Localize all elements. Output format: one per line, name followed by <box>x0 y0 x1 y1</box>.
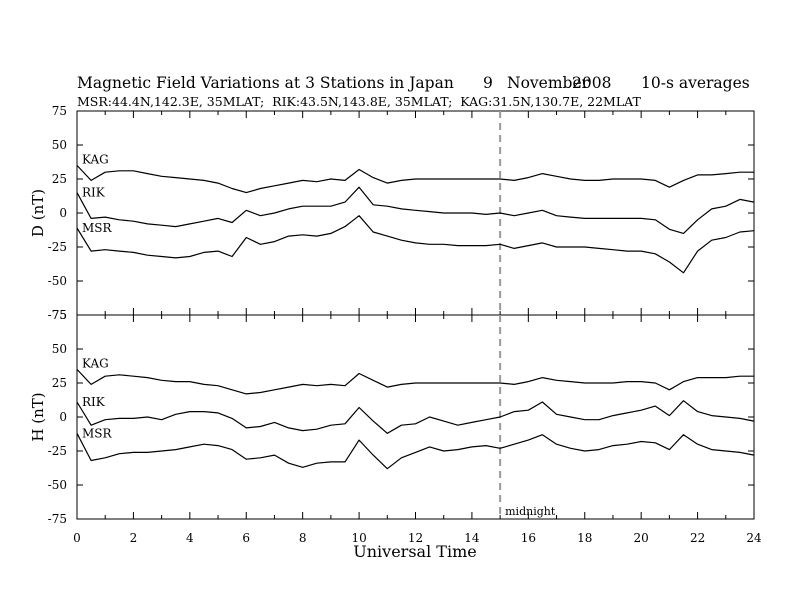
xtick-label: 2 <box>130 531 138 545</box>
d-ylabel: D (nT) <box>29 189 47 237</box>
chart-title: Magnetic Field Variations at 3 Stations … <box>77 74 454 92</box>
x-axis-title: Universal Time <box>353 542 476 561</box>
h-ytick-label: 25 <box>52 376 67 390</box>
xtick-label: 20 <box>634 531 649 545</box>
h-ytick-label: -50 <box>48 478 67 492</box>
d-ytick-label: -75 <box>48 308 67 322</box>
h-series-rik <box>76 400 755 434</box>
xtick-label: 14 <box>464 531 480 545</box>
xtick-label: 8 <box>299 531 307 545</box>
xtick-label: 0 <box>73 531 81 545</box>
date-month: November <box>507 74 590 92</box>
d-series-rik <box>76 186 755 234</box>
d-ytick-label: 0 <box>59 206 67 220</box>
h-series-msr <box>76 433 755 470</box>
d-ytick-label: 50 <box>52 138 67 152</box>
xtick-label: 22 <box>690 531 705 545</box>
d-series-label-kag: KAG <box>82 152 109 166</box>
d-series-label-rik: RIK <box>82 186 106 200</box>
d-panel-frame <box>76 110 755 316</box>
h-ytick-label: 50 <box>52 342 67 356</box>
xtick-label: 10 <box>351 531 366 545</box>
h-series-label-rik: RIK <box>82 395 106 409</box>
h-ytick-label: -25 <box>48 444 67 458</box>
xtick-label: 24 <box>746 531 762 545</box>
xtick-label: 16 <box>521 531 536 545</box>
h-panel: -75 -50 -25 0 25 50 75 H (nT) <box>29 308 755 526</box>
h-series-label-kag: KAG <box>82 356 109 370</box>
h-ytick-label: 0 <box>59 410 67 424</box>
h-ylabel: H (nT) <box>29 392 47 441</box>
xtick-label: 18 <box>577 531 592 545</box>
h-ytick-label: -75 <box>48 512 67 526</box>
xtick-label: 4 <box>186 531 194 545</box>
d-ytick-label: 25 <box>52 172 67 186</box>
d-ytick-label: 75 <box>52 104 67 118</box>
h-ytick-label: 75 <box>52 308 67 322</box>
d-series-label-msr: MSR <box>82 221 113 235</box>
midnight-label: midnight <box>505 505 556 518</box>
d-series-msr <box>76 215 755 274</box>
h-panel-frame <box>76 314 755 520</box>
xtick-label: 6 <box>242 531 250 545</box>
averaging-label: 10-s averages <box>641 74 750 92</box>
stations-subtitle: MSR:44.4N,142.3E, 35MLAT; RIK:43.5N,143.… <box>77 94 641 109</box>
xtick-label: 12 <box>408 531 423 545</box>
d-ytick-label: -50 <box>48 274 67 288</box>
date-day: 9 <box>483 74 493 92</box>
date-year: 2008 <box>572 74 611 92</box>
d-series-kag <box>76 164 754 194</box>
d-ytick-label: -25 <box>48 240 67 254</box>
h-series-label-msr: MSR <box>82 426 113 440</box>
d-panel: -75 -50 -25 0 25 50 75 D (nT) <box>29 104 755 322</box>
h-series-kag <box>76 368 754 395</box>
